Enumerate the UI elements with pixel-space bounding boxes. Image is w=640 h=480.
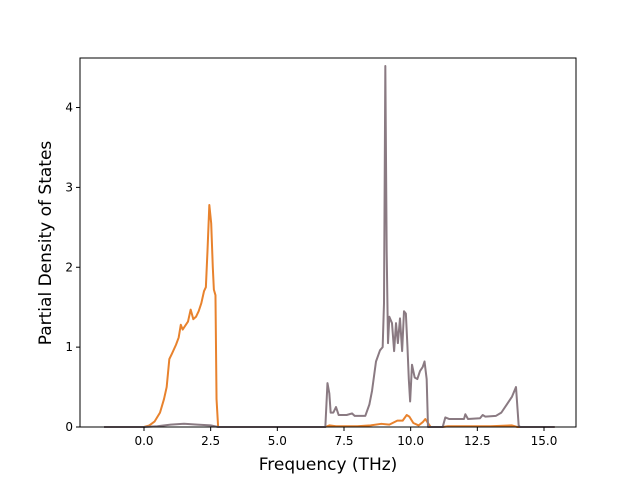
y-tick-label: 2 bbox=[65, 260, 73, 274]
x-tick-label: 10.0 bbox=[397, 434, 424, 448]
y-tick-label: 4 bbox=[65, 101, 73, 115]
x-tick-label: 2.5 bbox=[201, 434, 220, 448]
series-line-1 bbox=[104, 203, 555, 428]
x-axis-label: Frequency (THz) bbox=[259, 455, 398, 475]
y-axis: 0 1 2 3 4 bbox=[65, 101, 80, 434]
x-tick-label: 12.5 bbox=[464, 434, 491, 448]
y-axis-label: Partial Density of States bbox=[36, 141, 56, 346]
x-tick-label: 7.5 bbox=[334, 434, 353, 448]
axes-frame bbox=[79, 57, 577, 428]
x-tick-label: 15.0 bbox=[531, 434, 558, 448]
x-axis: 0.0 2.5 5.0 7.5 10.0 12.5 15.0 bbox=[134, 427, 557, 448]
y-tick-label: 3 bbox=[65, 180, 73, 194]
series-line-2 bbox=[104, 64, 555, 428]
x-tick-label: 5.0 bbox=[268, 434, 287, 448]
x-tick-label: 0.0 bbox=[134, 434, 153, 448]
y-tick-label: 0 bbox=[65, 420, 73, 434]
y-tick-label: 1 bbox=[65, 340, 73, 354]
series-layer bbox=[104, 64, 555, 428]
